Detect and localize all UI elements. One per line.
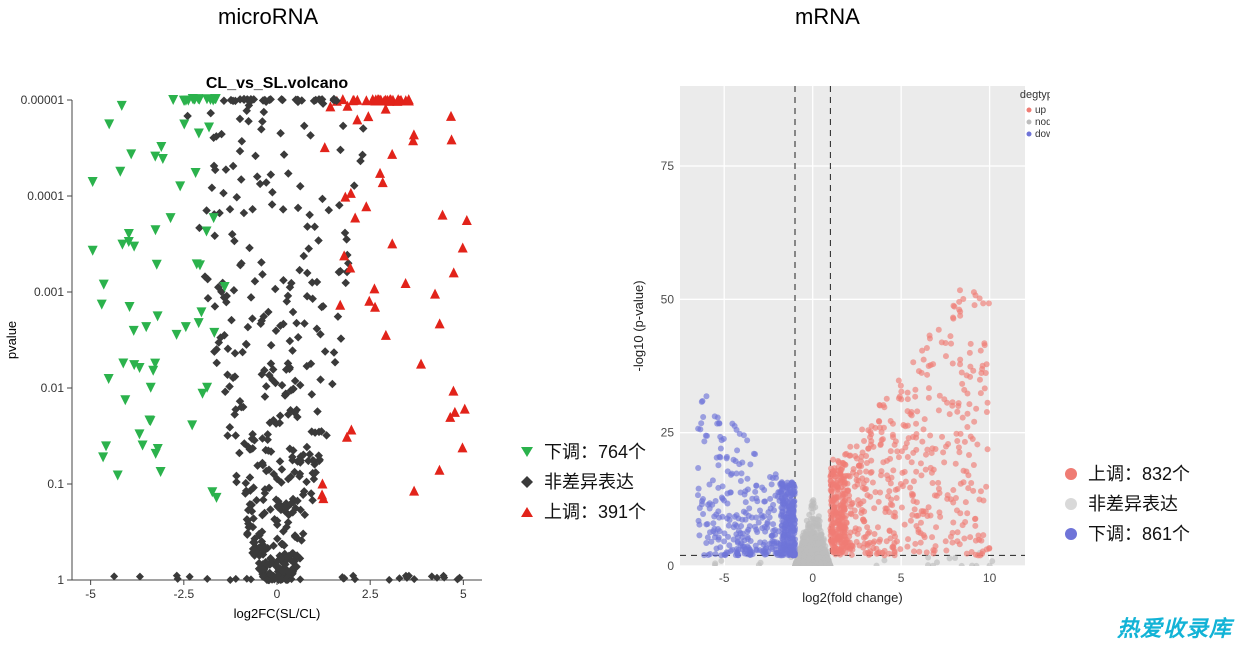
dot-icon [1060, 468, 1082, 480]
svg-text:-5: -5 [85, 587, 96, 601]
right-side-legend: 上调：832个 非差异表达 下调：861个 [1060, 460, 1190, 550]
svg-text:0.1: 0.1 [47, 477, 64, 491]
svg-text:50: 50 [661, 292, 675, 306]
left-panel-title: microRNA [218, 4, 318, 30]
legend-row-up: 上调：832个 [1060, 460, 1190, 488]
svg-text:0.01: 0.01 [41, 381, 65, 395]
svg-text:degtype: degtype [1020, 89, 1050, 101]
svg-text:0: 0 [809, 571, 816, 585]
svg-text:-log10 (p-value): -log10 (p-value) [631, 280, 646, 371]
dot-icon [1060, 498, 1082, 510]
svg-text:nodiff: nodiff [1035, 117, 1050, 128]
svg-text:down: down [1035, 129, 1050, 140]
svg-text:CL_vs_SL.volcano: CL_vs_SL.volcano [206, 75, 349, 92]
svg-text:75: 75 [661, 159, 675, 173]
watermark-text: 热爱收录库 [1117, 611, 1232, 643]
svg-text:-2.5: -2.5 [173, 587, 194, 601]
triangle-up-icon [516, 505, 538, 519]
svg-text:0.001: 0.001 [34, 285, 64, 299]
mrna-volcano-chart: -5 0 5 10 0 25 50 75 log2(fold change) -log10 (p-… [625, 76, 1050, 616]
svg-text:up: up [1035, 105, 1047, 116]
microrna-volcano-chart: CL_vs_SL.volcano -5 -2.5 0 2.5 5 log2FC(SL/CL)… [0, 70, 510, 630]
right-panel-title: mRNA [795, 4, 860, 30]
legend-text-nodiff: 非差异表达 [1088, 490, 1178, 518]
legend-text-down: 下调：861个 [1088, 520, 1190, 548]
svg-text:log2(fold change): log2(fold change) [802, 590, 902, 605]
svg-text:10: 10 [983, 571, 997, 585]
svg-text:2.5: 2.5 [362, 587, 379, 601]
triangle-down-icon [516, 445, 538, 459]
svg-text:log2FC(SL/CL): log2FC(SL/CL) [234, 606, 321, 621]
svg-text:25: 25 [661, 426, 675, 440]
svg-text:5: 5 [460, 587, 467, 601]
svg-text:0: 0 [274, 587, 281, 601]
legend-row-nodiff: 非差异表达 [1060, 490, 1190, 518]
svg-text:0.00001: 0.00001 [21, 93, 65, 107]
svg-text:0: 0 [667, 559, 674, 573]
svg-text:0.0001: 0.0001 [27, 189, 64, 203]
diamond-icon [516, 475, 538, 489]
svg-text:5: 5 [898, 571, 905, 585]
svg-text:pvalue: pvalue [4, 321, 19, 359]
legend-row-down: 下调：861个 [1060, 520, 1190, 548]
legend-text-nodiff: 非差异表达 [544, 468, 634, 496]
svg-text:-5: -5 [719, 571, 730, 585]
legend-text-up: 上调：832个 [1088, 460, 1190, 488]
dot-icon [1060, 528, 1082, 540]
svg-text:1: 1 [57, 573, 64, 587]
